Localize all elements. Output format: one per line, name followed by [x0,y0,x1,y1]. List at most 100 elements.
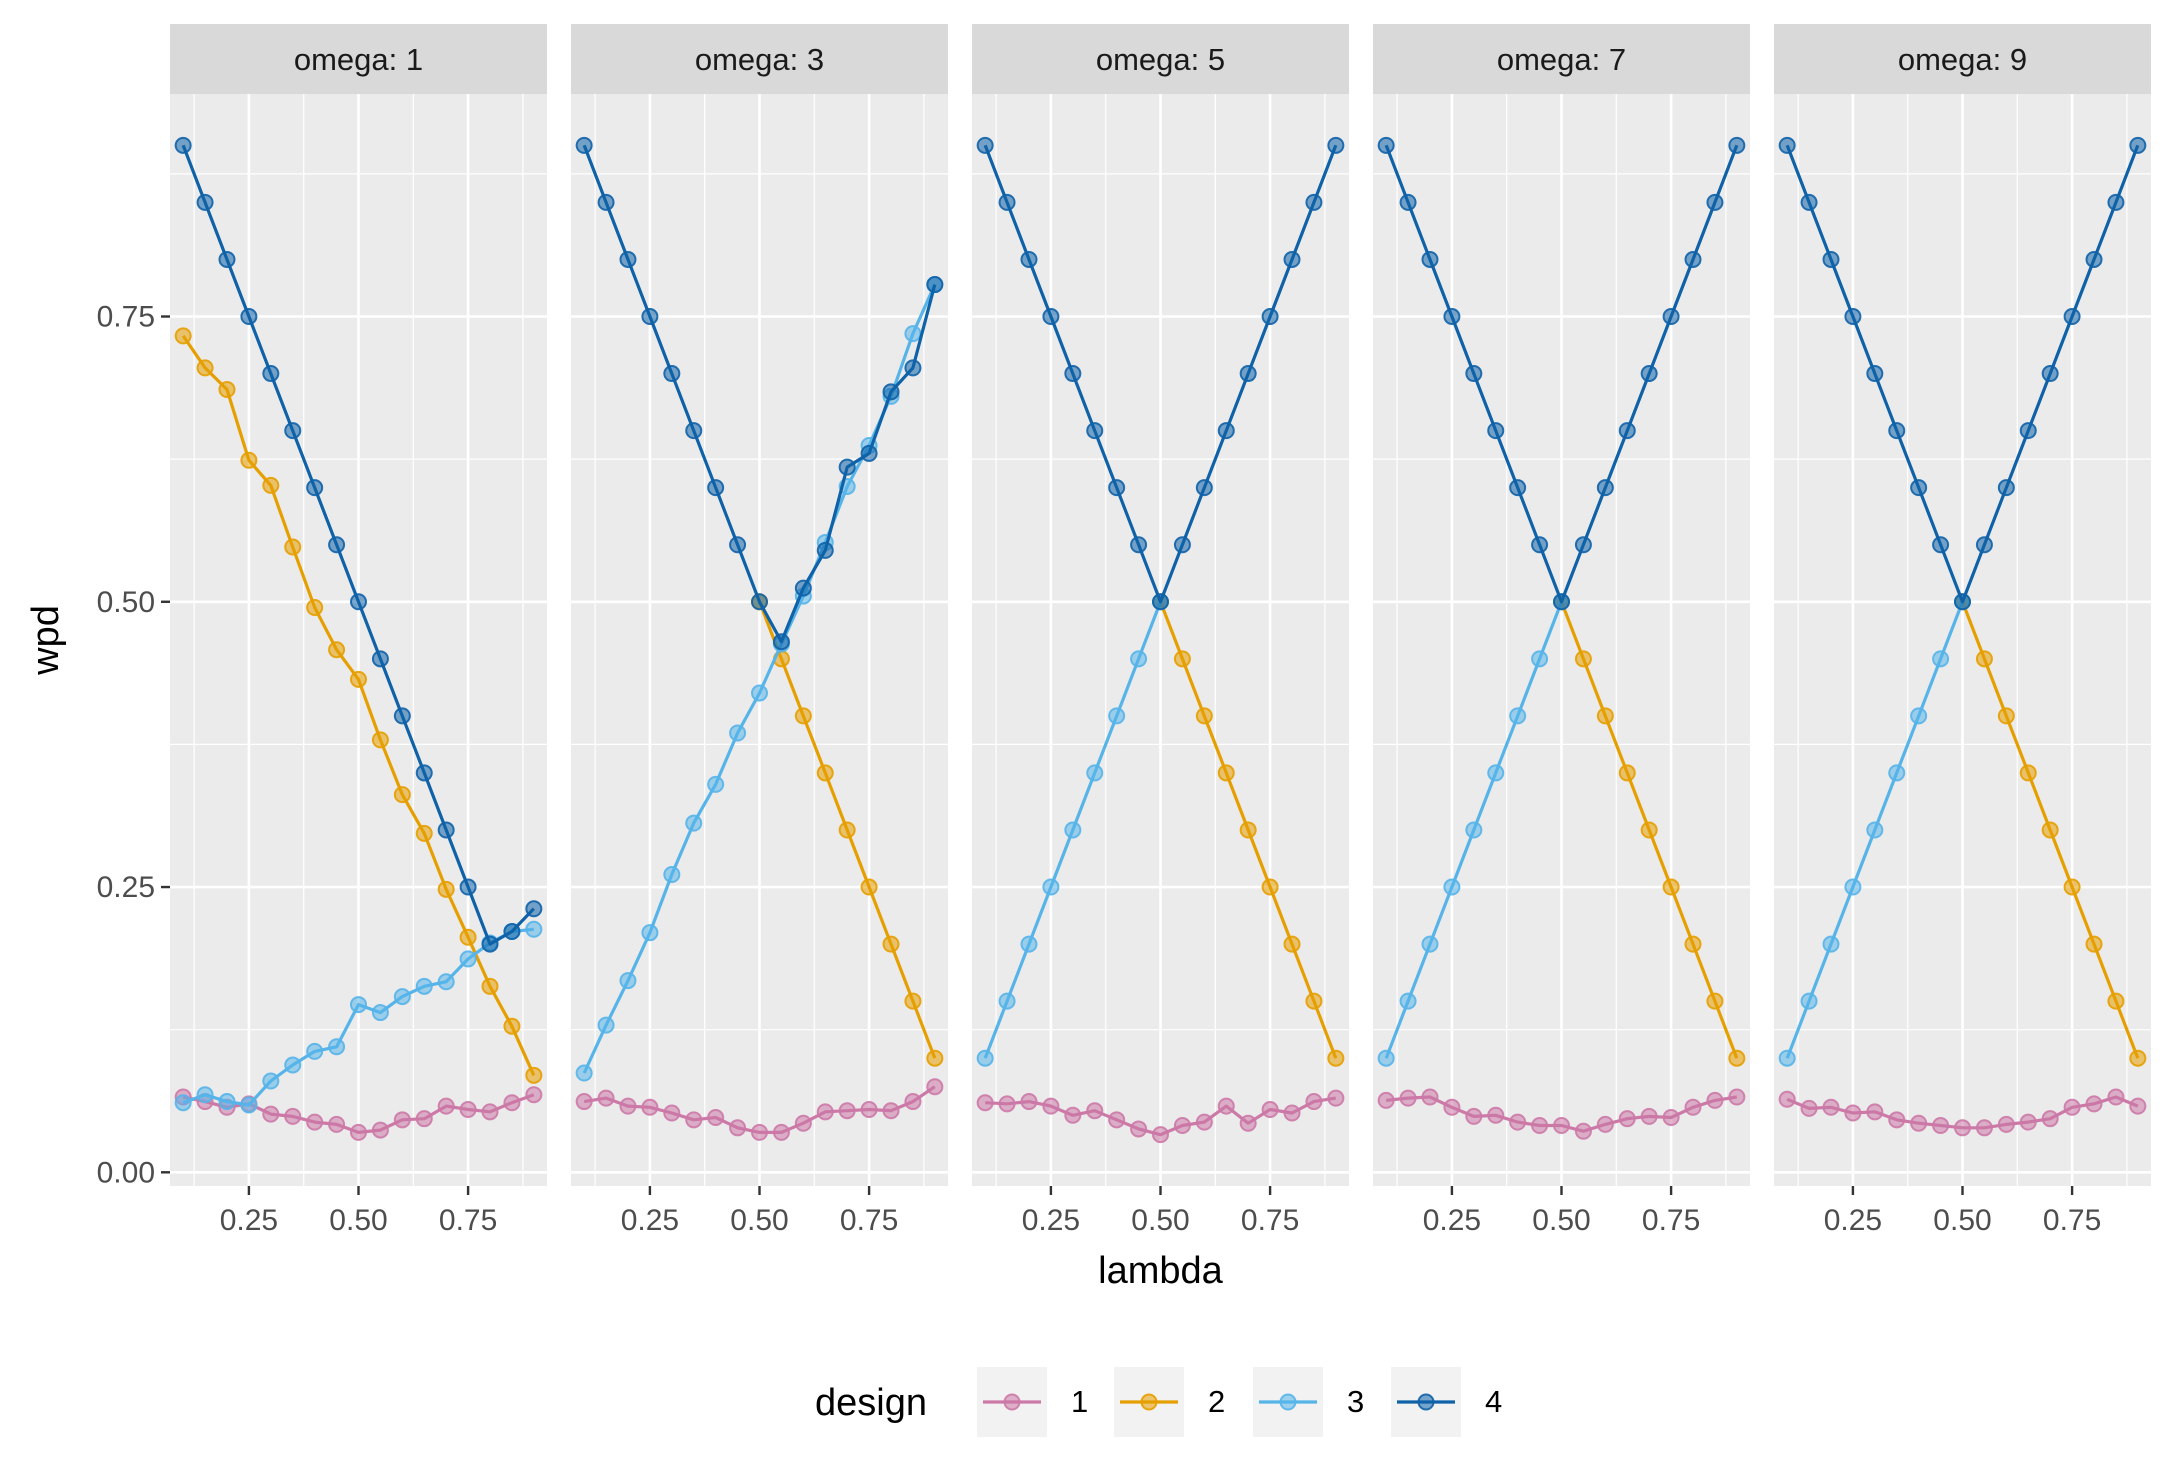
data-point [1640,821,1658,839]
data-point [1130,536,1148,554]
facet-strip [571,24,948,94]
x-axis: 0.25 0.50 0.75 [1022,1186,1299,1237]
data-point [2085,1095,2103,1113]
data-point [1020,250,1038,268]
data-point [1327,1049,1345,1067]
data-point [415,977,433,995]
data-point [1728,1088,1746,1106]
data-point [1152,593,1169,611]
data-point [437,880,455,898]
data-point [393,1111,411,1129]
data-point [1173,650,1191,668]
data-point [393,786,411,804]
data-point [240,451,258,469]
data-point [2107,1088,2125,1106]
data-point [415,764,433,782]
data-point [393,988,411,1006]
data-point [1932,1117,1950,1135]
data-point [350,593,367,611]
data-point [459,878,477,896]
data-point [306,1042,324,1060]
data-point [1305,992,1323,1010]
y-tick-label: 0.50 [97,586,155,619]
data-point [350,996,367,1014]
data-point [1975,1119,1993,1137]
data-point [1443,308,1461,326]
data-point [1910,707,1928,725]
facet-panel: omega: 9 [1774,24,2151,1186]
x-tick-label: 0.25 [1423,1204,1481,1237]
data-point [976,136,994,154]
x-axes: 0.25 0.50 0.75 0.25 0.50 0.75 0.25 0.50 0.75 0.25… [220,1186,2101,1237]
data-point [1465,1107,1483,1125]
x-tick-label: 0.75 [1642,1204,1700,1237]
data-point [1954,593,1971,611]
data-point [525,1086,543,1104]
data-point [619,972,637,990]
data-point [575,136,593,154]
data-point [1020,1093,1038,1111]
legend-title: design [815,1382,927,1424]
data-point [1283,250,1301,268]
data-point [218,1093,236,1111]
data-point [262,1105,280,1123]
data-point [196,193,214,211]
facet-panel: omega: 5 [972,24,1349,1186]
data-point [525,1066,543,1084]
data-point [174,327,192,345]
data-point [1844,878,1862,896]
data-point [371,1121,389,1139]
series-4 [1778,136,2147,611]
x-tick-label: 0.50 [1131,1204,1189,1237]
data-point [1239,365,1257,383]
x-tick-label: 0.50 [1532,1204,1590,1237]
data-point [306,479,324,497]
data-point [1261,878,1279,896]
data-point [1706,1091,1724,1109]
data-point [860,878,878,896]
legend-key-3: 3 [1253,1367,1364,1437]
data-point [1822,935,1840,953]
data-point [437,821,455,839]
data-point [838,821,856,839]
data-point [1421,935,1439,953]
x-tick-label: 0.75 [2043,1204,2101,1237]
series-4 [1377,136,1746,611]
data-point [459,1101,477,1119]
data-point [1910,1114,1928,1132]
x-axis: 0.25 0.50 0.75 [220,1186,497,1237]
data-point [1108,707,1126,725]
data-point [284,538,302,556]
data-point [707,1109,725,1127]
data-point [1443,1098,1461,1116]
series-3 [1377,593,1570,1067]
data-point [1706,193,1724,211]
x-tick-label: 0.75 [840,1204,898,1237]
data-point [1640,1107,1658,1125]
data-point [262,1072,280,1090]
data-point [1443,878,1461,896]
data-point [619,1097,637,1115]
data-point [816,764,834,782]
data-point [415,1110,433,1128]
legend-label: 3 [1347,1384,1364,1419]
data-point [1800,1099,1818,1117]
data-point [1618,422,1636,440]
data-point [1574,650,1592,668]
data-point [1800,992,1818,1010]
data-point [2019,764,2037,782]
data-point [2085,250,2103,268]
data-point [481,977,499,995]
data-point [1399,1089,1417,1107]
data-point [1173,536,1191,554]
data-point [240,1096,258,1114]
facet-panel: omega: 1 [170,24,547,1186]
data-point [1465,821,1483,839]
data-point [1662,308,1680,326]
data-point [284,1056,302,1074]
data-point [1130,650,1148,668]
facet-strip [1373,24,1750,94]
data-point [1327,136,1345,154]
data-point [2019,422,2037,440]
data-point [2041,821,2059,839]
